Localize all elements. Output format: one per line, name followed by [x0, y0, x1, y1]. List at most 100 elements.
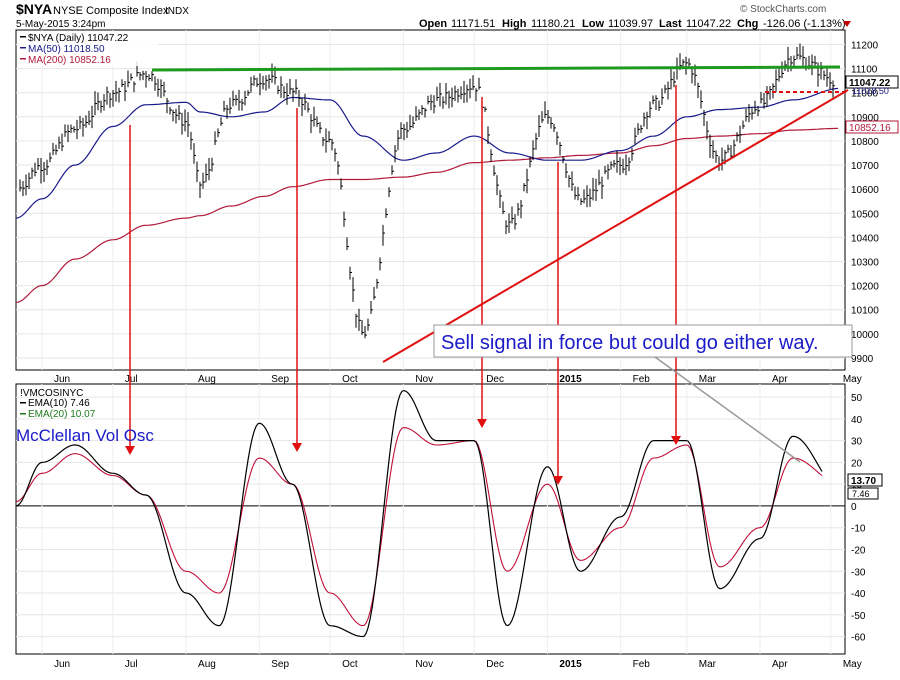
price-value-flags: 11047.22 11018.50 10852.16	[845, 75, 899, 134]
ma50-series	[15, 87, 839, 219]
price-tick-label: 10800	[851, 137, 879, 148]
signal-arrowhead-icon	[553, 476, 563, 485]
ema10-flag-text: 7.46	[852, 489, 870, 499]
price-month-label: Apr	[772, 374, 788, 385]
osc-tick-label: 40	[851, 415, 863, 426]
ma50-line	[15, 87, 839, 219]
signal-arrows	[125, 85, 681, 485]
price-tick-label: 10200	[851, 282, 879, 293]
ohlc-bar: Open 11171.51 High 11180.21 Low 11039.97…	[419, 18, 846, 30]
price-tick-label: 9900	[851, 354, 874, 365]
price-month-label: Dec	[486, 374, 504, 385]
price-axis: 9900 10000 10100 10200 10300 10400 10500 10600 1…	[851, 40, 879, 364]
osc-month-label: 2015	[559, 659, 582, 670]
last-label: Last	[659, 18, 682, 30]
ma50-flag-text: 11018.50	[852, 86, 889, 96]
open-label: Open	[419, 18, 447, 30]
low-label: Low	[582, 18, 604, 30]
price-tick-label: 10000	[851, 330, 879, 341]
osc-legend: !VMCOSINYC EMA(10) 7.46 EMA(20) 10.07	[20, 388, 96, 420]
osc-title: !VMCOSINYC	[20, 388, 83, 399]
osc-month-label: Dec	[486, 659, 504, 670]
ema10-flag	[847, 487, 879, 500]
osc-month-label: Sep	[271, 659, 289, 670]
annotation-text: Sell signal in force but could go either…	[441, 332, 819, 354]
osc-month-label: Jul	[125, 659, 138, 670]
price-month-label: Feb	[633, 374, 651, 385]
ema20-flag-text: 13.70	[851, 476, 876, 487]
osc-month-axis: Jun Jul Aug Sep Oct Nov Dec 2015 Feb Mar Apr May	[54, 659, 862, 670]
osc-tick-label: -60	[851, 633, 866, 644]
legend-ema20: EMA(20) 10.07	[28, 409, 96, 420]
signal-arrowhead-icon	[671, 436, 681, 445]
chg-down-icon	[843, 21, 851, 27]
price-month-label: Sep	[271, 374, 289, 385]
price-tick-label: 10700	[851, 161, 879, 172]
price-legend-bg	[18, 32, 158, 66]
price-panel-frame	[15, 29, 846, 371]
legend-price: $NYA (Daily) 11047.22	[28, 33, 129, 44]
ma200-flag	[845, 120, 899, 134]
osc-tick-label: 0	[851, 502, 857, 513]
ema20-flag	[847, 473, 883, 487]
legend-swatch-ma50	[20, 47, 26, 49]
symbol-label: $NYA	[16, 1, 52, 17]
price-tick-label: 10500	[851, 209, 879, 220]
osc-tick-label: -40	[851, 589, 866, 600]
price-tick-label: 10900	[851, 113, 879, 124]
price-month-label: Oct	[342, 374, 358, 385]
last-flag	[845, 75, 899, 89]
price-month-axis: Jun Jul Aug Sep Oct Nov Dec 2015 Feb Mar Apr May	[54, 374, 862, 385]
resistance-line	[151, 65, 841, 72]
price-month-label: Aug	[198, 374, 216, 385]
legend-ema10: EMA(10) 7.46	[28, 398, 90, 409]
osc-month-label: Nov	[415, 659, 433, 670]
open-value: 11171.51	[451, 18, 495, 30]
osc-value-flags: 13.70 7.46	[847, 473, 883, 500]
index-name-label: NYSE Composite Index	[53, 5, 169, 17]
price-month-label: Jun	[54, 374, 70, 385]
price-tick-label: 10400	[851, 233, 879, 244]
price-tick-label: 11000	[851, 89, 879, 100]
legend-ma200: MA(200) 10852.16	[28, 55, 111, 66]
annotation-box	[433, 324, 853, 358]
osc-month-label: Apr	[772, 659, 788, 670]
legend-swatch-ema10	[20, 402, 26, 404]
osc-tick-label: -30	[851, 567, 866, 578]
osc-tick-label: 30	[851, 437, 863, 448]
legend-ma50: MA(50) 11018.50	[28, 44, 105, 55]
osc-panel-frame	[15, 383, 846, 655]
osc-month-label: Oct	[342, 659, 358, 670]
low-value: 11039.97	[608, 18, 653, 30]
osc-tick-label: 20	[851, 458, 863, 469]
price-month-label: May	[843, 374, 862, 385]
chg-label: Chg	[737, 18, 758, 30]
signal-arrowhead-icon	[477, 419, 487, 428]
osc-month-label: Feb	[633, 659, 651, 670]
ma200-flag-text: 10852.16	[849, 123, 891, 134]
legend-swatch-ema20	[20, 413, 26, 415]
legend-swatch-ma200	[20, 58, 26, 60]
ma200-series	[15, 127, 838, 304]
osc-month-label: Jun	[54, 659, 70, 670]
osc-tick-label: 50	[851, 393, 863, 404]
last-value: 11047.22	[686, 18, 731, 30]
price-month-label: Nov	[415, 374, 433, 385]
price-tick-label: 11200	[851, 40, 879, 51]
osc-tick-label: -50	[851, 611, 866, 622]
exchange-label: INDX	[165, 6, 189, 17]
price-month-label: Mar	[699, 374, 717, 385]
price-month-label: 2015	[559, 374, 582, 385]
signal-arrowhead-icon	[292, 443, 302, 452]
osc-month-label: Aug	[198, 659, 216, 670]
osc-annotation: McClellan Vol Osc	[16, 426, 154, 445]
osc-month-label: Mar	[699, 659, 717, 670]
price-tick-label: 10300	[851, 257, 879, 268]
price-tick-label: 10600	[851, 185, 879, 196]
annotation-pointer	[654, 356, 801, 463]
price-tick-label: 11100	[851, 65, 878, 76]
price-month-label: Jul	[125, 374, 138, 385]
price-grid	[16, 30, 845, 370]
last-flag-text: 11047.22	[849, 78, 891, 89]
